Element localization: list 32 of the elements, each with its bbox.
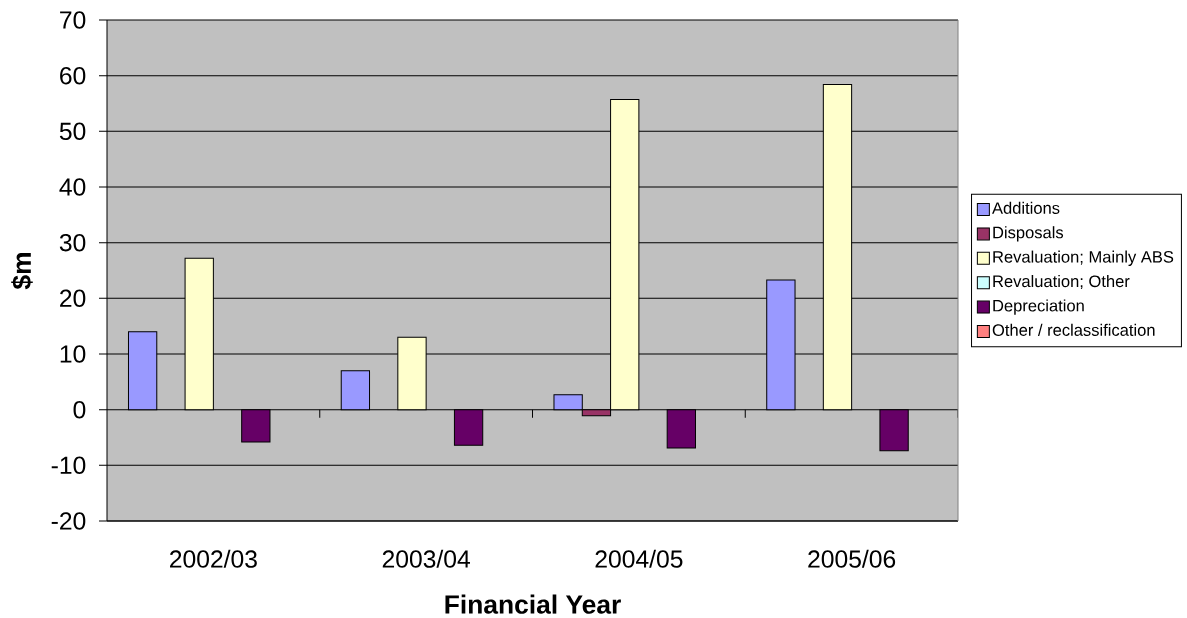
x-tick-label: 2004/05 — [595, 549, 683, 568]
legend-label: Disposals — [993, 226, 1064, 242]
y-tick-label: 60 — [60, 66, 86, 85]
legend-label: Depreciation — [993, 299, 1084, 315]
bar — [879, 409, 909, 452]
legend-label: Revaluation; Mainly ABS — [993, 250, 1174, 266]
legend-label: Revaluation; Other — [993, 274, 1130, 289]
x-tick-label: 2005/06 — [808, 549, 896, 568]
y-tick-label: 40 — [59, 178, 86, 196]
bar — [127, 331, 158, 411]
x-tick-label: 2003/04 — [382, 549, 470, 568]
bar — [184, 257, 214, 411]
bar — [397, 336, 427, 411]
legend-label: Other / reclassification — [992, 323, 1155, 336]
bar — [666, 409, 696, 449]
x-tick-label: 2002/03 — [170, 549, 257, 568]
bar — [453, 409, 484, 446]
y-tick-label: 50 — [59, 122, 86, 140]
y-tick-label: -10 — [51, 456, 86, 474]
bar — [766, 279, 796, 411]
bar — [340, 370, 371, 411]
bar — [822, 83, 853, 411]
y-tick-label: 0 — [73, 400, 86, 419]
legend-label: Additions — [992, 201, 1060, 214]
y-axis-title: $m — [11, 252, 33, 290]
y-tick-label: 20 — [60, 289, 86, 307]
y-tick-label: 10 — [60, 345, 86, 363]
x-axis-title: Financial Year — [445, 594, 621, 614]
y-tick-label: -20 — [51, 512, 86, 530]
y-tick-label: 30 — [59, 233, 86, 252]
bar — [241, 409, 271, 443]
y-tick-label: 70 — [60, 11, 86, 29]
